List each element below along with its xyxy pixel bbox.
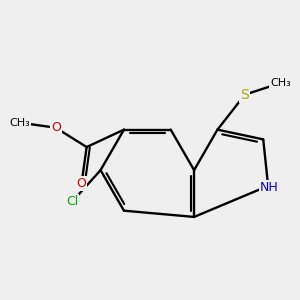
- Text: CH₃: CH₃: [270, 78, 291, 88]
- Text: S: S: [241, 88, 249, 102]
- Text: O: O: [76, 177, 86, 190]
- Text: NH: NH: [260, 181, 279, 194]
- Text: Cl: Cl: [66, 195, 79, 208]
- Text: CH₃: CH₃: [9, 118, 30, 128]
- Text: O: O: [51, 121, 61, 134]
